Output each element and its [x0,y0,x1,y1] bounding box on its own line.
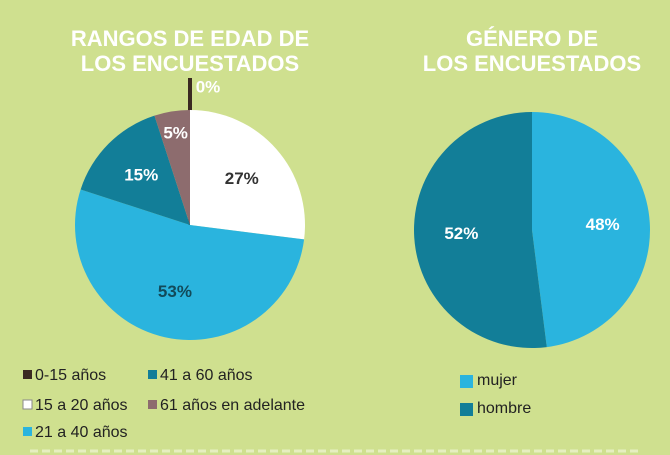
legend-label: hombre [477,400,531,417]
legend-label: 41 a 60 años [160,367,253,384]
legend-label: 61 años en adelante [160,397,305,414]
slice [80,115,190,225]
legend-swatch [460,375,473,388]
legend-label: 0-15 años [35,367,106,384]
legend-label: 21 a 40 años [35,424,128,441]
chart-title: RANGOS DE EDAD DE [71,26,309,51]
slice-label: 52% [444,224,478,243]
legend-swatch [23,427,32,436]
slice-label: 0% [196,77,221,96]
slice [74,189,305,341]
slice-label: 53% [158,282,192,301]
legend-label: 15 a 20 años [35,397,128,414]
legend-label: mujer [477,372,518,389]
slice-label: 5% [163,124,188,143]
chart-title: LOS ENCUESTADOS [423,51,641,76]
slice [532,112,651,348]
chart-title: GÉNERO DE [466,26,598,51]
chart-title: LOS ENCUESTADOS [81,51,299,76]
slice [190,110,305,240]
legend-swatch [23,370,32,379]
slice-label: 15% [124,166,158,185]
slice-label: 27% [225,169,259,188]
legend-swatch [460,403,473,416]
legend-swatch [148,370,157,379]
legend-swatch [22,399,33,410]
legend-swatch [148,400,157,409]
slice [154,110,190,225]
slice-label: 48% [586,215,620,234]
slice [414,112,547,348]
